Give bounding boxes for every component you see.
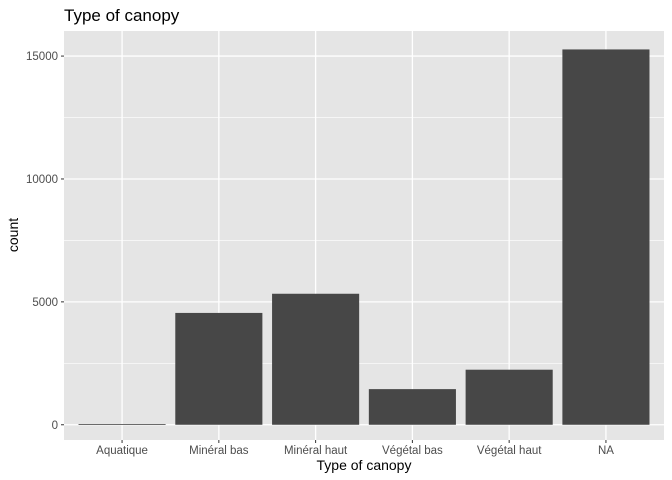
bar-2 bbox=[175, 312, 263, 425]
bar-1 bbox=[78, 424, 166, 425]
x-tick-label: Minéral haut bbox=[284, 445, 348, 457]
y-tick-label: 15000 bbox=[26, 51, 58, 63]
bars bbox=[78, 49, 650, 425]
bar-6 bbox=[562, 49, 650, 425]
x-axis-title: Type of canopy bbox=[317, 457, 412, 473]
x-axis: Aquatique Minéral bas Minéral haut Végétal … bbox=[96, 440, 614, 457]
x-tick-label: Minéral bas bbox=[189, 445, 249, 457]
y-tick-label: 0 bbox=[52, 420, 58, 432]
bar-3 bbox=[272, 293, 360, 425]
y-tick-label: 10000 bbox=[26, 174, 58, 186]
x-tick-label: Végétal bas bbox=[382, 445, 443, 457]
x-tick-label: NA bbox=[598, 445, 614, 457]
x-tick-label: Aquatique bbox=[96, 445, 148, 457]
x-tick-label: Végétal haut bbox=[477, 445, 542, 457]
bar-4 bbox=[368, 389, 456, 425]
bar-5 bbox=[465, 369, 553, 425]
y-tick-label: 5000 bbox=[32, 297, 58, 309]
y-axis: 0 5000 10000 15000 bbox=[26, 51, 64, 432]
y-axis-title: count bbox=[5, 218, 21, 252]
chart-title: Type of canopy bbox=[64, 6, 180, 25]
